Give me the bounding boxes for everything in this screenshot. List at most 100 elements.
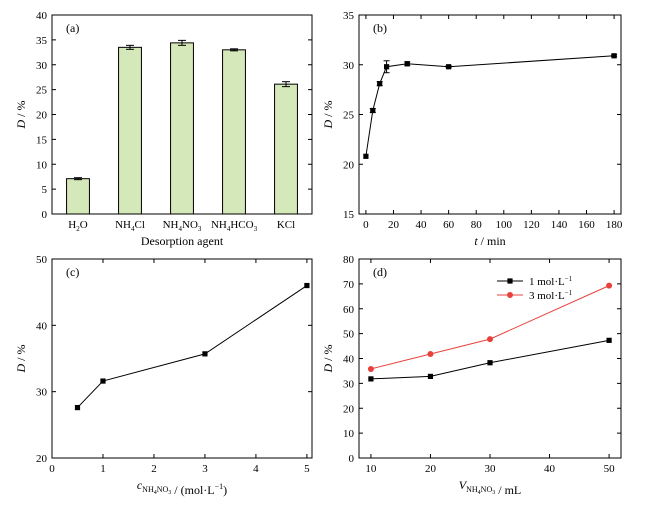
x-axis-label: cNH4NO3 / (mol·L−1) <box>137 478 227 497</box>
x-tick-label: 1 <box>100 463 106 475</box>
y-tick-label: 40 <box>36 10 48 22</box>
legend-marker <box>507 278 513 284</box>
panel-label: (c) <box>66 265 79 279</box>
panel-label: (d) <box>373 265 387 279</box>
chart-panel-3: 20 30 40 50 0 1 2 3 4 5 (c) cNH4NO3 / (mol·L−1) D / … <box>14 254 313 497</box>
x-tick-label: 60 <box>443 219 455 231</box>
y-tick-label: 15 <box>36 134 48 146</box>
x-tick-label: 50 <box>604 463 616 475</box>
series-line <box>365 55 615 157</box>
x-tick-label: 30 <box>485 463 497 475</box>
x-tick-label: 4 <box>253 463 259 475</box>
x-tick-label: 80 <box>471 219 483 231</box>
y-tick-label: 30 <box>36 387 48 399</box>
x-tick-label: 180 <box>606 219 623 231</box>
data-point <box>202 351 208 357</box>
plot-frame <box>358 14 622 215</box>
x-tick-label: 3 <box>202 463 208 475</box>
data-point <box>427 351 434 358</box>
legend-marker <box>507 292 513 298</box>
y-tick-label: 80 <box>343 254 355 266</box>
legend-label: 3 mol·L−1 <box>529 289 573 302</box>
x-tick-label: 20 <box>425 463 437 475</box>
x-axis-label: t / min <box>474 234 505 248</box>
legend: 1 mol·L−13 mol·L−1 <box>497 275 573 302</box>
y-axis-label: D / % <box>14 344 28 373</box>
chart-panel-4: 0 10 20 30 40 50 60 70 80 10 20 30 40 50 (d) VNH4NO3 / … <box>321 254 622 497</box>
data-point <box>74 404 81 411</box>
y-tick-label: 70 <box>343 279 355 291</box>
data-point <box>606 282 613 289</box>
y-tick-label: 0 <box>349 453 355 465</box>
chart-panel-1: 0 5 10 15 20 25 30 35 40 H2O NH4Cl NH4NO3 NH4HCO3 KCl… <box>14 10 313 248</box>
y-axis-label: D / % <box>321 100 335 129</box>
data-point <box>383 64 390 70</box>
x-tick-label: 40 <box>416 219 428 231</box>
x-tick-label: 40 <box>544 463 556 475</box>
data-point <box>606 337 612 343</box>
x-tick-label: NH4Cl <box>115 219 145 233</box>
y-axis-label: D / % <box>321 344 335 373</box>
y-tick-label: 20 <box>343 403 355 415</box>
y-tick-label: 35 <box>343 10 355 22</box>
plot-frame <box>51 258 313 459</box>
x-tick-label: 0 <box>49 463 55 475</box>
panel-label: (b) <box>373 21 387 35</box>
data-point <box>404 61 410 67</box>
bar <box>66 178 90 215</box>
y-tick-label: 30 <box>343 378 355 390</box>
legend-label: 1 mol·L−1 <box>529 275 573 288</box>
x-tick-label: 10 <box>365 463 377 475</box>
x-axis-label: Desorption agent <box>141 234 224 248</box>
x-tick-label: 20 <box>388 219 400 231</box>
x-tick-label: 120 <box>523 219 540 231</box>
y-tick-label: 25 <box>343 110 355 122</box>
y-tick-label: 40 <box>343 354 355 366</box>
bar <box>118 46 142 215</box>
chart-panel-2: 15 20 25 30 35 0 20 40 60 80 100 120 140 160 180 (b) t /… <box>321 10 623 248</box>
y-tick-label: 50 <box>343 329 355 341</box>
x-axis-label: VNH4NO3 / mL <box>459 478 521 497</box>
bar <box>274 83 298 215</box>
x-tick-label: 0 <box>363 219 369 231</box>
data-point <box>377 81 383 87</box>
y-tick-label: 10 <box>36 159 48 171</box>
bar <box>222 49 246 215</box>
x-tick-label: 140 <box>551 219 568 231</box>
y-tick-label: 35 <box>36 35 48 47</box>
y-tick-label: 20 <box>36 110 48 122</box>
series-line <box>370 285 610 370</box>
y-tick-label: 10 <box>343 428 355 440</box>
y-tick-label: 15 <box>343 209 355 221</box>
plot-frame <box>358 258 622 459</box>
bar <box>170 42 194 215</box>
panel-label: (a) <box>66 21 79 35</box>
x-tick-label: H2O <box>68 219 87 233</box>
y-tick-label: 20 <box>343 159 355 171</box>
y-tick-label: 30 <box>36 60 48 72</box>
y-tick-label: 50 <box>36 254 48 266</box>
y-tick-label: 20 <box>36 453 48 465</box>
series-line <box>77 285 308 408</box>
data-point <box>487 336 493 343</box>
y-tick-label: 5 <box>42 184 48 196</box>
data-point <box>100 378 106 384</box>
data-point <box>611 53 617 59</box>
x-tick-label: KCl <box>277 219 295 231</box>
data-point <box>363 153 369 159</box>
y-tick-label: 40 <box>36 320 48 332</box>
data-point <box>368 376 374 382</box>
x-tick-label: 100 <box>496 219 513 231</box>
y-tick-label: 0 <box>42 209 48 221</box>
series-line <box>370 339 610 380</box>
y-tick-label: 25 <box>36 85 48 97</box>
y-axis-label: D / % <box>14 100 28 129</box>
y-tick-label: 30 <box>343 60 355 72</box>
y-tick-label: 60 <box>343 304 355 316</box>
data-point <box>446 64 452 70</box>
x-tick-label: 2 <box>151 463 157 475</box>
data-point <box>427 373 434 380</box>
data-point <box>304 282 310 289</box>
x-tick-label: 160 <box>578 219 595 231</box>
